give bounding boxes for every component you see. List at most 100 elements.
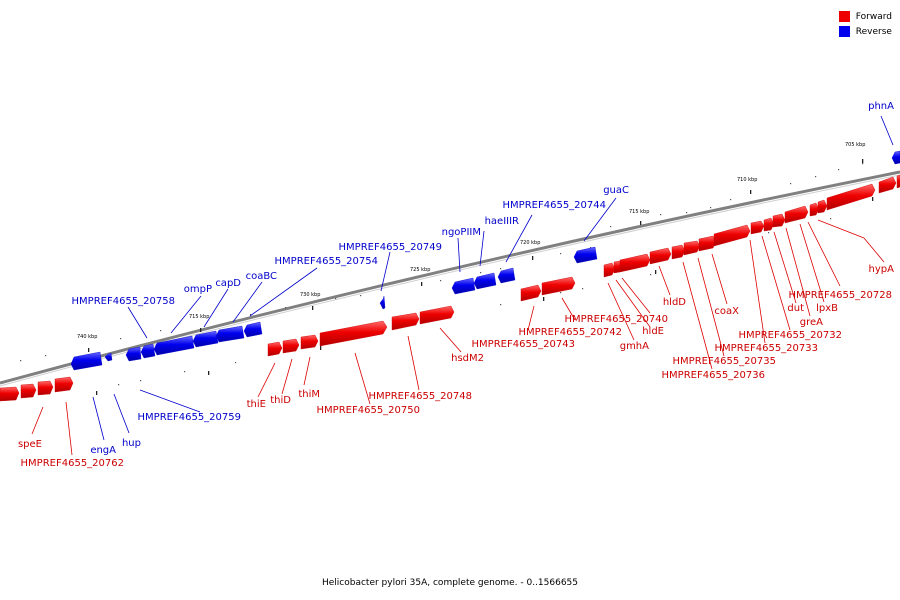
gene-arrow (520, 284, 542, 302)
reverse-genes (70, 150, 900, 371)
gene-arrow (772, 213, 786, 228)
legend-item-reverse: Reverse (838, 24, 892, 39)
tick-label: 720 kbp (520, 240, 540, 246)
gene-arrow (809, 202, 820, 217)
gene-label-hldE: hldE (642, 326, 664, 337)
gene-label-HMPREF4655_20754: HMPREF4655_20754 (275, 256, 378, 267)
gene-arrow (300, 334, 319, 350)
tick-label: 715 kbp (629, 209, 649, 215)
gene-arrow (215, 325, 245, 343)
major-ticks (88, 159, 874, 395)
forward-gene-labels: hypA HMPREF4655_20728 lpxB greA dut HMPR… (18, 264, 894, 469)
gene-arrow (243, 321, 263, 338)
gene-arrow (713, 224, 751, 247)
tick-label: 705 kbp (845, 142, 865, 148)
tick-label: 715 kbp (189, 314, 209, 320)
gene-arrow (750, 220, 765, 235)
gene-label-HMPREF4655_20728: HMPREF4655_20728 (789, 290, 892, 301)
gene-label-guaC: guaC (603, 185, 629, 196)
gene-arrow (671, 244, 686, 260)
legend-item-forward: Forward (838, 9, 892, 24)
tick-label: 710 kbp (737, 177, 757, 183)
gene-arrow (683, 240, 701, 256)
legend-label-reverse: Reverse (855, 26, 892, 37)
gene-label-HMPREF4655_20736: HMPREF4655_20736 (662, 370, 765, 381)
gene-arrow (698, 235, 717, 252)
gene-arrow (0, 386, 20, 402)
forward-genes (0, 174, 900, 402)
tick-label: 725 kbp (410, 267, 430, 273)
tick-label: 730 kbp (300, 292, 320, 298)
gene-arrow (125, 346, 142, 362)
gene-arrow (784, 205, 809, 224)
gene-arrow (451, 277, 476, 295)
gene-arrow (896, 174, 900, 189)
gene-arrow (70, 351, 103, 371)
gene-arrow (603, 262, 616, 278)
gene-arrow (104, 352, 113, 362)
map-caption: Helicobacter pylori 35A, complete genome… (321, 578, 579, 588)
gene-arrow (649, 247, 672, 265)
gene-label-lpxB: lpxB (816, 303, 838, 314)
gene-arrow (878, 176, 897, 194)
gene-arrow (497, 267, 516, 284)
gene-label-HMPREF4655_20733: HMPREF4655_20733 (715, 343, 818, 354)
gene-label-hypA: hypA (869, 264, 895, 275)
gene-label-HMPREF4655_20758: HMPREF4655_20758 (72, 296, 175, 307)
gene-label-engA: engA (90, 445, 116, 456)
gene-label-HMPREF4655_20735: HMPREF4655_20735 (673, 356, 776, 367)
gene-arrow (379, 295, 386, 310)
gene-arrow (826, 183, 876, 211)
gene-label-HMPREF4655_20743: HMPREF4655_20743 (472, 339, 575, 350)
gene-label-HMPREF4655_20759: HMPREF4655_20759 (138, 412, 241, 423)
reverse-gene-labels: phnA guaC HMPREF4655_20744 haeIIIR ngoPI… (72, 101, 895, 456)
gene-label-speE: speE (18, 439, 42, 450)
gene-label-thiD: thiD (270, 395, 291, 406)
gene-arrow (153, 335, 195, 356)
gene-label-HMPREF4655_20744: HMPREF4655_20744 (503, 200, 606, 211)
gene-label-capD: capD (215, 278, 241, 289)
gene-arrow (140, 343, 156, 359)
gene-arrow (282, 338, 300, 354)
genome-backbone (0, 170, 900, 385)
gene-label-ompP: ompP (184, 284, 212, 295)
gene-arrow (473, 272, 497, 290)
gene-arrow (763, 217, 775, 232)
gene-label-dut: dut (787, 303, 804, 314)
gene-label-greA: greA (800, 317, 823, 328)
gene-label-hsdM2: hsdM2 (451, 353, 484, 364)
gene-arrow (573, 246, 598, 264)
tick-labels: 705 kbp 710 kbp 715 kbp 720 kbp 725 kbp … (77, 142, 865, 340)
gene-label-coaBC: coaBC (246, 271, 277, 282)
gene-label-ngoPIIM: ngoPIIM (442, 227, 481, 238)
gene-arrow (37, 380, 54, 396)
gene-arrow (891, 150, 900, 165)
gene-label-gmhA: gmhA (620, 341, 649, 352)
leader-lines (31, 115, 894, 456)
gene-arrow (54, 376, 74, 393)
tick-label: 740 kbp (77, 334, 97, 340)
gene-arrow (391, 312, 420, 331)
gene-arrow (541, 276, 576, 296)
gene-label-thiM: thiM (298, 389, 320, 400)
gene-label-HMPREF4655_20749: HMPREF4655_20749 (339, 242, 442, 253)
gene-label-HMPREF4655_20740: HMPREF4655_20740 (565, 314, 668, 325)
gene-label-HMPREF4655_20732: HMPREF4655_20732 (739, 330, 842, 341)
gene-arrow (817, 199, 828, 214)
gene-arrow (20, 383, 37, 399)
forward-swatch (838, 11, 850, 22)
genome-backbone-shadow (0, 174, 900, 387)
gene-arrow (419, 305, 455, 325)
gene-label-haeIIIR: haeIIIR (485, 216, 519, 227)
gene-arrow (619, 253, 651, 273)
reverse-swatch (838, 26, 850, 37)
gene-label-HMPREF4655_20748: HMPREF4655_20748 (369, 391, 472, 402)
gene-arrow (267, 341, 283, 357)
gene-label-thiE: thiE (247, 399, 266, 410)
gene-arrow (319, 320, 388, 347)
gene-arrow (192, 330, 219, 348)
gene-label-HMPREF4655_20762: HMPREF4655_20762 (21, 458, 124, 469)
gene-label-coaX: coaX (714, 306, 739, 317)
legend-label-forward: Forward (855, 11, 892, 22)
